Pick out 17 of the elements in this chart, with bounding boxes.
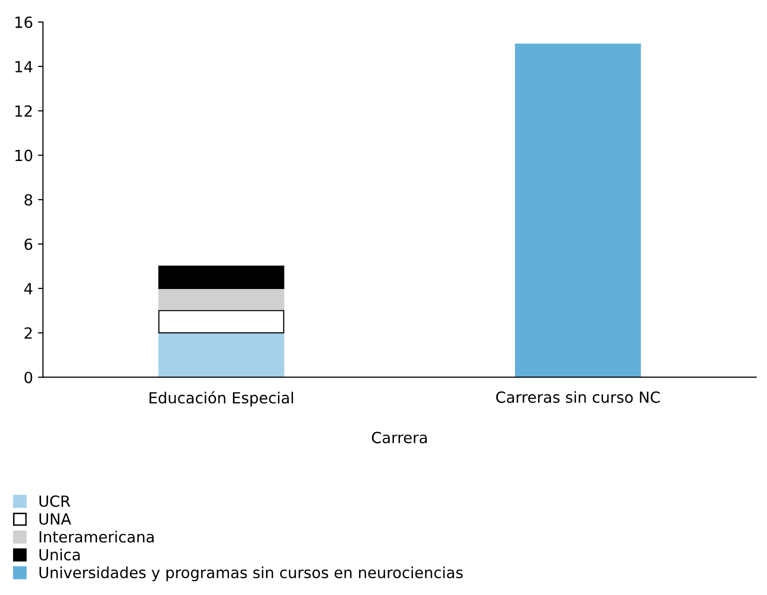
y-tick-label: 2 [24, 327, 32, 339]
x-tick-label: Carreras sin curso NC [496, 391, 660, 403]
legend-label: UCR [40, 495, 70, 507]
legend-label: Universidades y programas sin cursos en neurociencias [40, 566, 463, 582]
y-tick-label: 10 [15, 150, 32, 162]
legend-label: UNA [40, 513, 72, 525]
legend-label: Unica [40, 548, 80, 560]
y-tick-label: 16 [15, 16, 32, 28]
y-tick-label: 12 [15, 105, 32, 117]
x-tick-label: Educación Especial [150, 391, 293, 407]
x-axis-title: Carrera [372, 432, 427, 444]
y-tick-label: 6 [24, 238, 32, 250]
y-tick-label: 14 [15, 61, 32, 72]
y-tick-label: 8 [24, 194, 32, 206]
y-tick-label: 0 [24, 372, 32, 384]
y-tick-label: 4 [24, 283, 32, 294]
legend-label: Interamericana [40, 530, 154, 543]
